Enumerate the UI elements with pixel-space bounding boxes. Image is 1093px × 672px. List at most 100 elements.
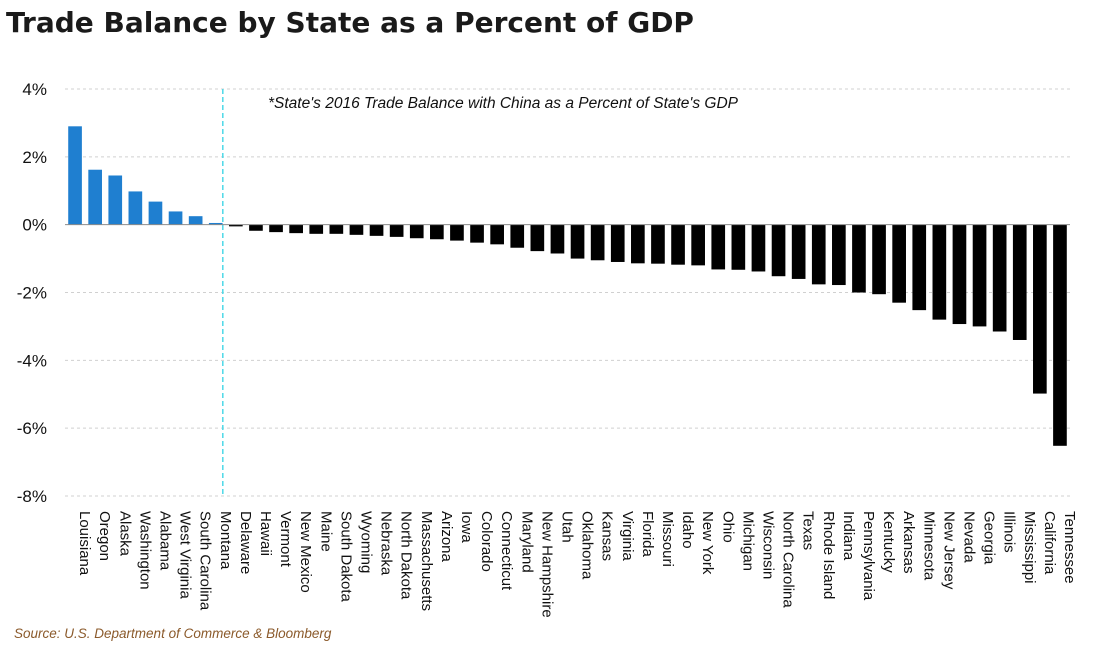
bar-mississippi: [1012, 224, 1027, 340]
x-tick-label: New Hampshire: [538, 511, 555, 618]
x-tick-label: Idaho: [679, 511, 696, 549]
x-tick-label: North Dakota: [398, 511, 415, 600]
bar-california: [1033, 224, 1047, 394]
x-tick-label: West Virginia: [177, 511, 194, 599]
bar-utah: [550, 224, 565, 254]
bar-ohio: [711, 224, 726, 270]
x-tick-label: Maine: [317, 511, 334, 552]
x-tick-label: Connecticut: [498, 511, 515, 591]
bar-louisiana: [68, 126, 82, 225]
x-tick-label: Ohio: [719, 511, 736, 543]
y-tick-label: -2%: [17, 284, 47, 303]
x-tick-label: Illinois: [1001, 511, 1018, 553]
bar-vermont: [269, 224, 283, 233]
x-tick-label: Wyoming: [357, 511, 374, 573]
bar-florida: [631, 224, 645, 264]
bar-tennessee: [1053, 224, 1067, 446]
source-note: Source: U.S. Department of Commerce & Bl…: [14, 626, 332, 641]
bar-minnesota: [912, 224, 927, 311]
bar-north-carolina: [771, 224, 786, 277]
bar-south-carolina: [188, 216, 203, 225]
bar-michigan: [731, 224, 746, 270]
bar-colorado: [470, 224, 484, 243]
bars: [68, 126, 1067, 446]
bar-iowa: [450, 224, 464, 241]
bar-maryland: [510, 224, 525, 248]
x-tick-label: Maryland: [518, 511, 535, 573]
x-tick-label: Pennsylvania: [860, 511, 877, 601]
bar-nevada: [952, 224, 967, 325]
bar-texas: [791, 224, 806, 279]
bar-north-dakota: [389, 224, 404, 237]
bar-arizona: [430, 224, 444, 240]
bar-montana: [208, 222, 223, 225]
x-tick-label: Delaware: [237, 511, 254, 574]
x-tick-label: New Jersey: [940, 511, 957, 590]
y-tick-label: 2%: [22, 148, 47, 167]
bar-kansas: [590, 224, 605, 261]
bar-idaho: [671, 224, 685, 265]
x-tick-label: South Carolina: [197, 511, 214, 611]
x-tick-label: New Mexico: [297, 511, 314, 593]
x-tick-label: Oregon: [96, 511, 113, 561]
x-tick-label: Georgia: [981, 511, 998, 565]
x-tick-label: Arkansas: [900, 511, 917, 574]
x-tick-label: Alaska: [116, 511, 133, 557]
bar-missouri: [651, 224, 665, 264]
bar-oregon: [88, 169, 102, 225]
y-tick-label: -8%: [17, 487, 47, 506]
y-axis-ticks: 4% 2% 0% -2% -4% -6% -8%: [17, 80, 47, 506]
x-tick-label: Indiana: [840, 511, 857, 561]
bar-wyoming: [349, 224, 364, 235]
x-tick-label: Mississippi: [1021, 511, 1038, 584]
x-tick-label: Nebraska: [378, 511, 395, 576]
bar-pennsylvania: [852, 224, 866, 293]
y-tick-label: 0%: [22, 216, 47, 235]
x-tick-label: Kansas: [599, 511, 616, 561]
x-tick-label: Michigan: [739, 511, 756, 571]
x-tick-label: Kentucky: [880, 511, 897, 573]
bar-maine: [309, 224, 324, 234]
chart-annotation: *State's 2016 Trade Balance with China a…: [268, 95, 739, 112]
bar-hawaii: [249, 224, 263, 231]
x-tick-label: California: [1041, 511, 1058, 575]
x-tick-label: Utah: [558, 511, 575, 543]
bar-kentucky: [872, 224, 886, 295]
bar-illinois: [992, 224, 1007, 332]
y-tick-label: 4%: [22, 80, 47, 99]
bar-west-virginia: [168, 211, 183, 225]
chart-title: Trade Balance by State as a Percent of G…: [6, 6, 694, 39]
x-tick-label: Minnesota: [920, 511, 937, 581]
x-tick-label: Wisconsin: [759, 511, 776, 579]
bar-massachusetts: [409, 224, 424, 239]
x-tick-label: Iowa: [458, 511, 475, 543]
bar-virginia: [610, 224, 625, 262]
bar-connecticut: [490, 224, 504, 245]
bar-indiana: [832, 224, 846, 286]
x-tick-label: Virginia: [619, 511, 636, 561]
x-tick-label: Hawaii: [257, 511, 274, 556]
bar-washington: [128, 191, 143, 225]
x-axis-labels: Louisiana Oregon Alaska Washington Alabama We…: [76, 511, 1078, 618]
bar-alabama: [148, 201, 163, 225]
bar-new-jersey: [932, 224, 947, 320]
bar-rhode-island: [811, 224, 826, 285]
bar-oklahoma: [570, 224, 585, 259]
bar-georgia: [972, 224, 987, 327]
y-tick-label: -6%: [17, 419, 47, 438]
x-tick-label: Florida: [639, 511, 656, 558]
bar-new-hampshire: [530, 224, 545, 252]
bar-delaware: [229, 224, 243, 227]
bar-arkansas: [892, 224, 906, 303]
x-tick-label: Rhode Island: [820, 511, 837, 599]
x-tick-label: Montana: [217, 511, 234, 570]
x-tick-label: Washington: [136, 511, 153, 590]
x-tick-label: Alabama: [156, 511, 173, 571]
x-tick-label: Louisiana: [76, 511, 93, 576]
bar-new-york: [691, 224, 705, 266]
bar-new-mexico: [289, 224, 303, 234]
x-tick-label: Oklahoma: [579, 511, 596, 580]
bar-wisconsin: [751, 224, 766, 272]
x-tick-label: Texas: [800, 511, 817, 550]
